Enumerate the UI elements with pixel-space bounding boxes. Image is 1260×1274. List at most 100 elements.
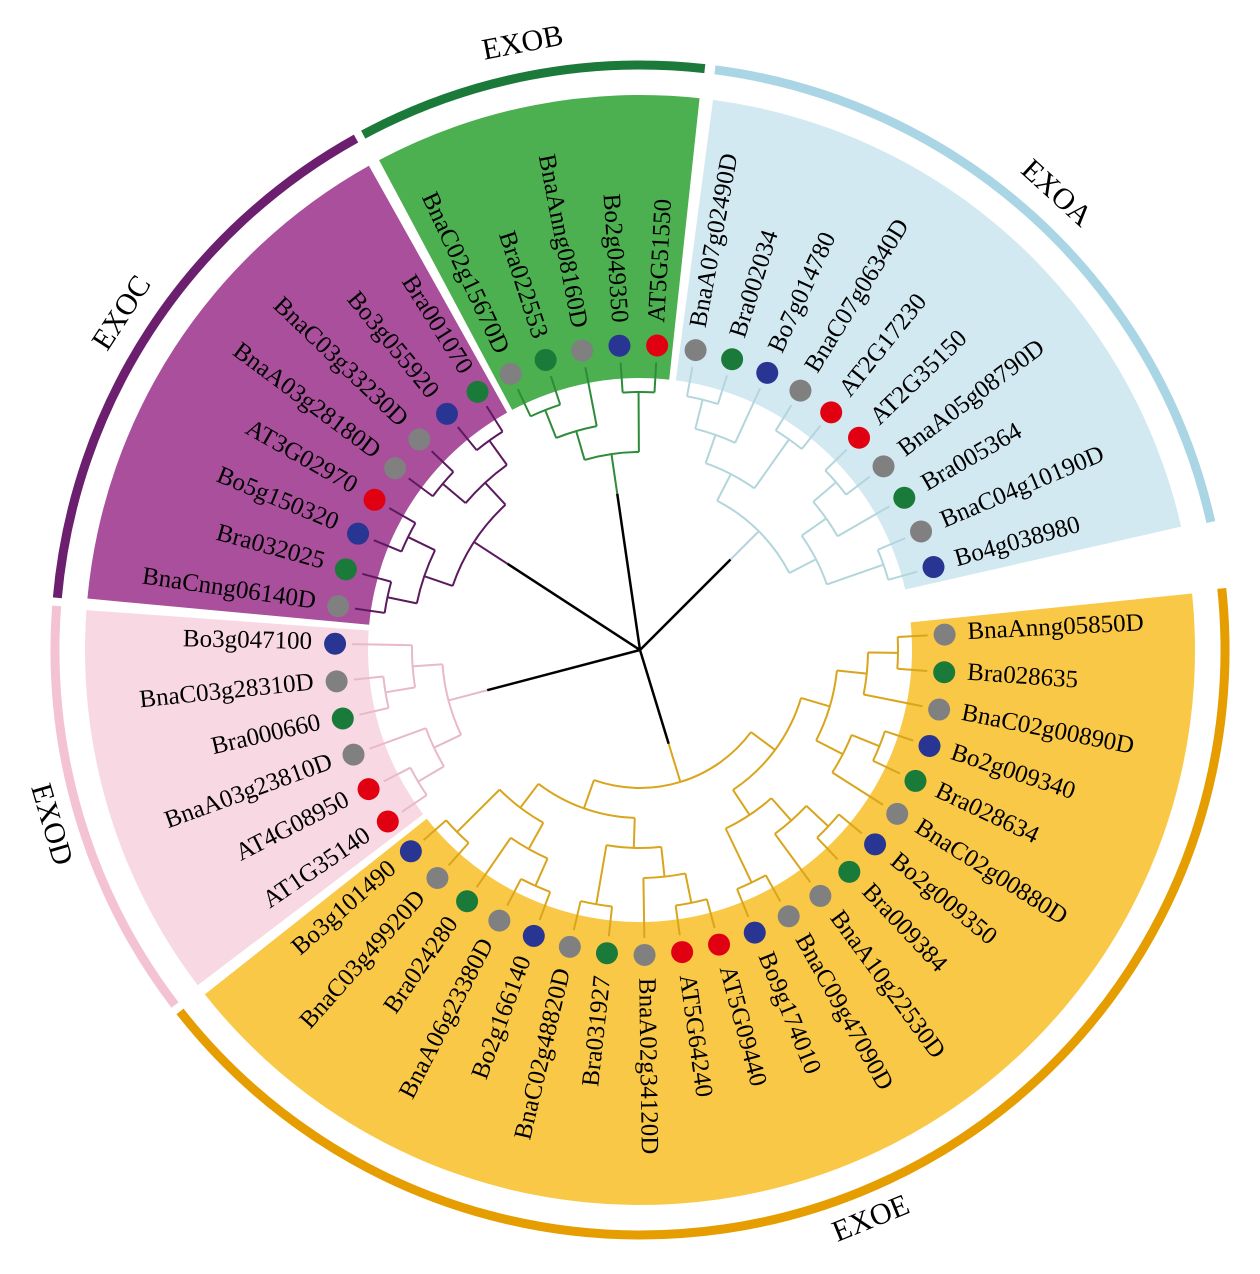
root-branch bbox=[638, 649, 670, 745]
leaf-label: BnaA02g34120D bbox=[633, 978, 663, 1155]
branch bbox=[736, 888, 750, 918]
species-dot bbox=[499, 362, 522, 385]
branch bbox=[863, 693, 923, 708]
species-dot bbox=[456, 890, 479, 913]
branch bbox=[516, 388, 532, 417]
branch bbox=[674, 905, 681, 936]
branch bbox=[851, 734, 880, 748]
branch bbox=[387, 596, 418, 605]
species-dot bbox=[435, 402, 458, 425]
branch bbox=[476, 430, 504, 452]
branch bbox=[409, 767, 428, 796]
species-dot bbox=[872, 455, 895, 478]
species-dot bbox=[809, 884, 832, 907]
root-branch bbox=[639, 558, 732, 651]
branch bbox=[417, 765, 445, 783]
species-dot bbox=[743, 921, 766, 944]
species-dot bbox=[928, 698, 951, 721]
branch bbox=[831, 771, 884, 806]
species-dot bbox=[399, 840, 422, 863]
branch bbox=[353, 675, 384, 681]
branch bbox=[653, 362, 658, 393]
branch bbox=[816, 813, 840, 839]
species-dot bbox=[325, 670, 348, 693]
branch bbox=[607, 906, 614, 937]
species-dot bbox=[838, 860, 861, 883]
species-dot bbox=[347, 522, 370, 545]
branch bbox=[704, 434, 717, 464]
clade-arc bbox=[176, 587, 1230, 1240]
sectors bbox=[84, 95, 1195, 1205]
branch bbox=[775, 429, 803, 450]
clade-sector bbox=[675, 99, 1182, 590]
clade-sector bbox=[87, 165, 508, 625]
branch bbox=[845, 475, 871, 496]
species-dot bbox=[324, 632, 347, 655]
species-dot bbox=[922, 556, 945, 579]
branch bbox=[537, 783, 635, 819]
species-dot bbox=[910, 520, 933, 543]
branch bbox=[432, 471, 455, 497]
species-dot bbox=[342, 743, 365, 766]
branch bbox=[764, 874, 782, 902]
branch bbox=[877, 537, 906, 551]
branch bbox=[836, 669, 867, 675]
clade-label: EXOA bbox=[1015, 153, 1099, 234]
branch bbox=[724, 828, 753, 884]
species-dot bbox=[327, 595, 350, 618]
branch bbox=[732, 789, 751, 816]
branch bbox=[572, 900, 582, 931]
species-dot bbox=[426, 867, 449, 890]
species-dot bbox=[571, 339, 594, 362]
species-dot bbox=[756, 361, 779, 384]
species-dot bbox=[534, 348, 557, 371]
branch bbox=[549, 375, 562, 405]
branch bbox=[510, 836, 548, 860]
branch bbox=[519, 783, 540, 809]
branch bbox=[373, 539, 402, 553]
branch bbox=[788, 558, 817, 574]
species-dot bbox=[376, 810, 399, 833]
species-dot bbox=[933, 661, 956, 684]
branch bbox=[826, 563, 884, 586]
branch bbox=[506, 878, 522, 907]
branch bbox=[801, 517, 827, 537]
species-dot bbox=[363, 488, 386, 511]
branch bbox=[475, 837, 512, 888]
branch bbox=[538, 891, 552, 921]
branch bbox=[385, 686, 416, 694]
species-dot bbox=[558, 935, 581, 958]
species-dot bbox=[684, 339, 707, 362]
species-dot bbox=[864, 833, 887, 856]
clade-arc bbox=[50, 605, 179, 1008]
branch bbox=[774, 833, 812, 883]
root-branch bbox=[615, 493, 642, 651]
branch bbox=[876, 549, 890, 581]
branch bbox=[800, 696, 831, 708]
branch bbox=[473, 541, 509, 565]
species-dot bbox=[904, 769, 927, 792]
branch bbox=[456, 426, 478, 451]
branch bbox=[593, 731, 752, 789]
branch bbox=[815, 739, 844, 756]
branch bbox=[774, 404, 793, 432]
species-dot bbox=[933, 623, 956, 646]
branch bbox=[812, 481, 837, 503]
branch bbox=[684, 873, 693, 904]
branch bbox=[642, 877, 646, 938]
branch bbox=[675, 898, 708, 907]
species-dot bbox=[334, 558, 357, 581]
branch bbox=[896, 636, 899, 669]
branch bbox=[408, 477, 434, 498]
branch bbox=[872, 730, 886, 762]
branch bbox=[750, 731, 776, 751]
branch bbox=[824, 448, 848, 472]
branch bbox=[430, 450, 455, 473]
branch bbox=[448, 689, 488, 702]
branch bbox=[544, 409, 558, 439]
branch bbox=[383, 766, 411, 783]
branch bbox=[837, 505, 891, 538]
branch bbox=[584, 367, 598, 427]
species-dot bbox=[357, 778, 380, 801]
